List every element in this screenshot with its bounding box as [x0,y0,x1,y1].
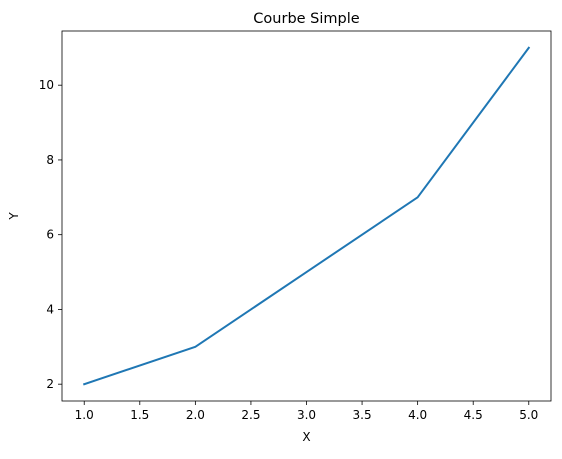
x-tick-label: 2.0 [186,408,205,422]
x-tick-label: 4.5 [464,408,483,422]
x-tick-label: 4.0 [408,408,427,422]
y-axis: 2 4 6 8 10 [39,78,62,391]
y-tick-label: 6 [46,228,54,242]
chart-title: Courbe Simple [253,11,359,27]
x-axis: 1.0 1.5 2.0 2.5 3.0 3.5 4.0 4.5 5.0 [75,401,538,422]
y-tick-label: 8 [46,153,54,167]
plot-frame [61,30,552,402]
x-tick-label: 1.0 [75,408,94,422]
x-tick-label: 1.5 [130,408,149,422]
y-tick-label: 4 [46,302,54,316]
series-layer [82,46,531,386]
series-line-0 [82,46,531,386]
y-tick-label: 2 [46,377,54,391]
y-axis-label: Y [7,212,21,221]
x-tick-label: 5.0 [519,408,538,422]
x-tick-label: 3.5 [353,408,372,422]
x-tick-label: 2.5 [241,408,260,422]
y-tick-label: 10 [39,78,54,92]
x-tick-label: 3.0 [297,408,316,422]
x-axis-label: X [302,430,310,444]
